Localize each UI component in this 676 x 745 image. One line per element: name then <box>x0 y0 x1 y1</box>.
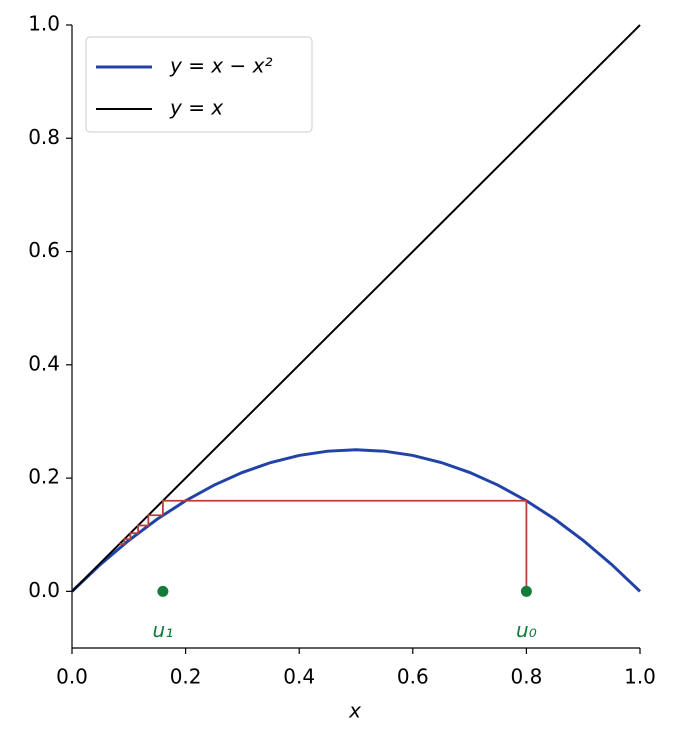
x-tick-label: 0.8 <box>510 665 542 689</box>
y-tick-label: 1.0 <box>28 12 60 36</box>
x-tick-label: 0.4 <box>283 665 315 689</box>
line <box>71 24 641 593</box>
x-tick-label: 0.2 <box>170 665 202 689</box>
x-tick-label: 1.0 <box>624 665 656 689</box>
line <box>70 448 642 593</box>
y-tick-label: 0.6 <box>28 238 60 262</box>
point <box>157 585 169 597</box>
x-tick-label: 0.0 <box>56 665 88 689</box>
point-label: u₀ <box>516 618 537 642</box>
point-label: u₁ <box>153 618 174 642</box>
legend-label: y = x − x² <box>169 54 272 78</box>
y-tick-label: 0.4 <box>28 351 60 375</box>
y-tick-label: 0.8 <box>28 125 60 149</box>
y-tick-label: 0.0 <box>28 578 60 602</box>
x-tick-label: 0.6 <box>397 665 429 689</box>
legend-label: y = x <box>169 96 223 120</box>
x-axis-label: x <box>348 699 361 723</box>
point <box>520 585 532 597</box>
y-tick-label: 0.2 <box>28 465 60 489</box>
line <box>119 499 528 592</box>
